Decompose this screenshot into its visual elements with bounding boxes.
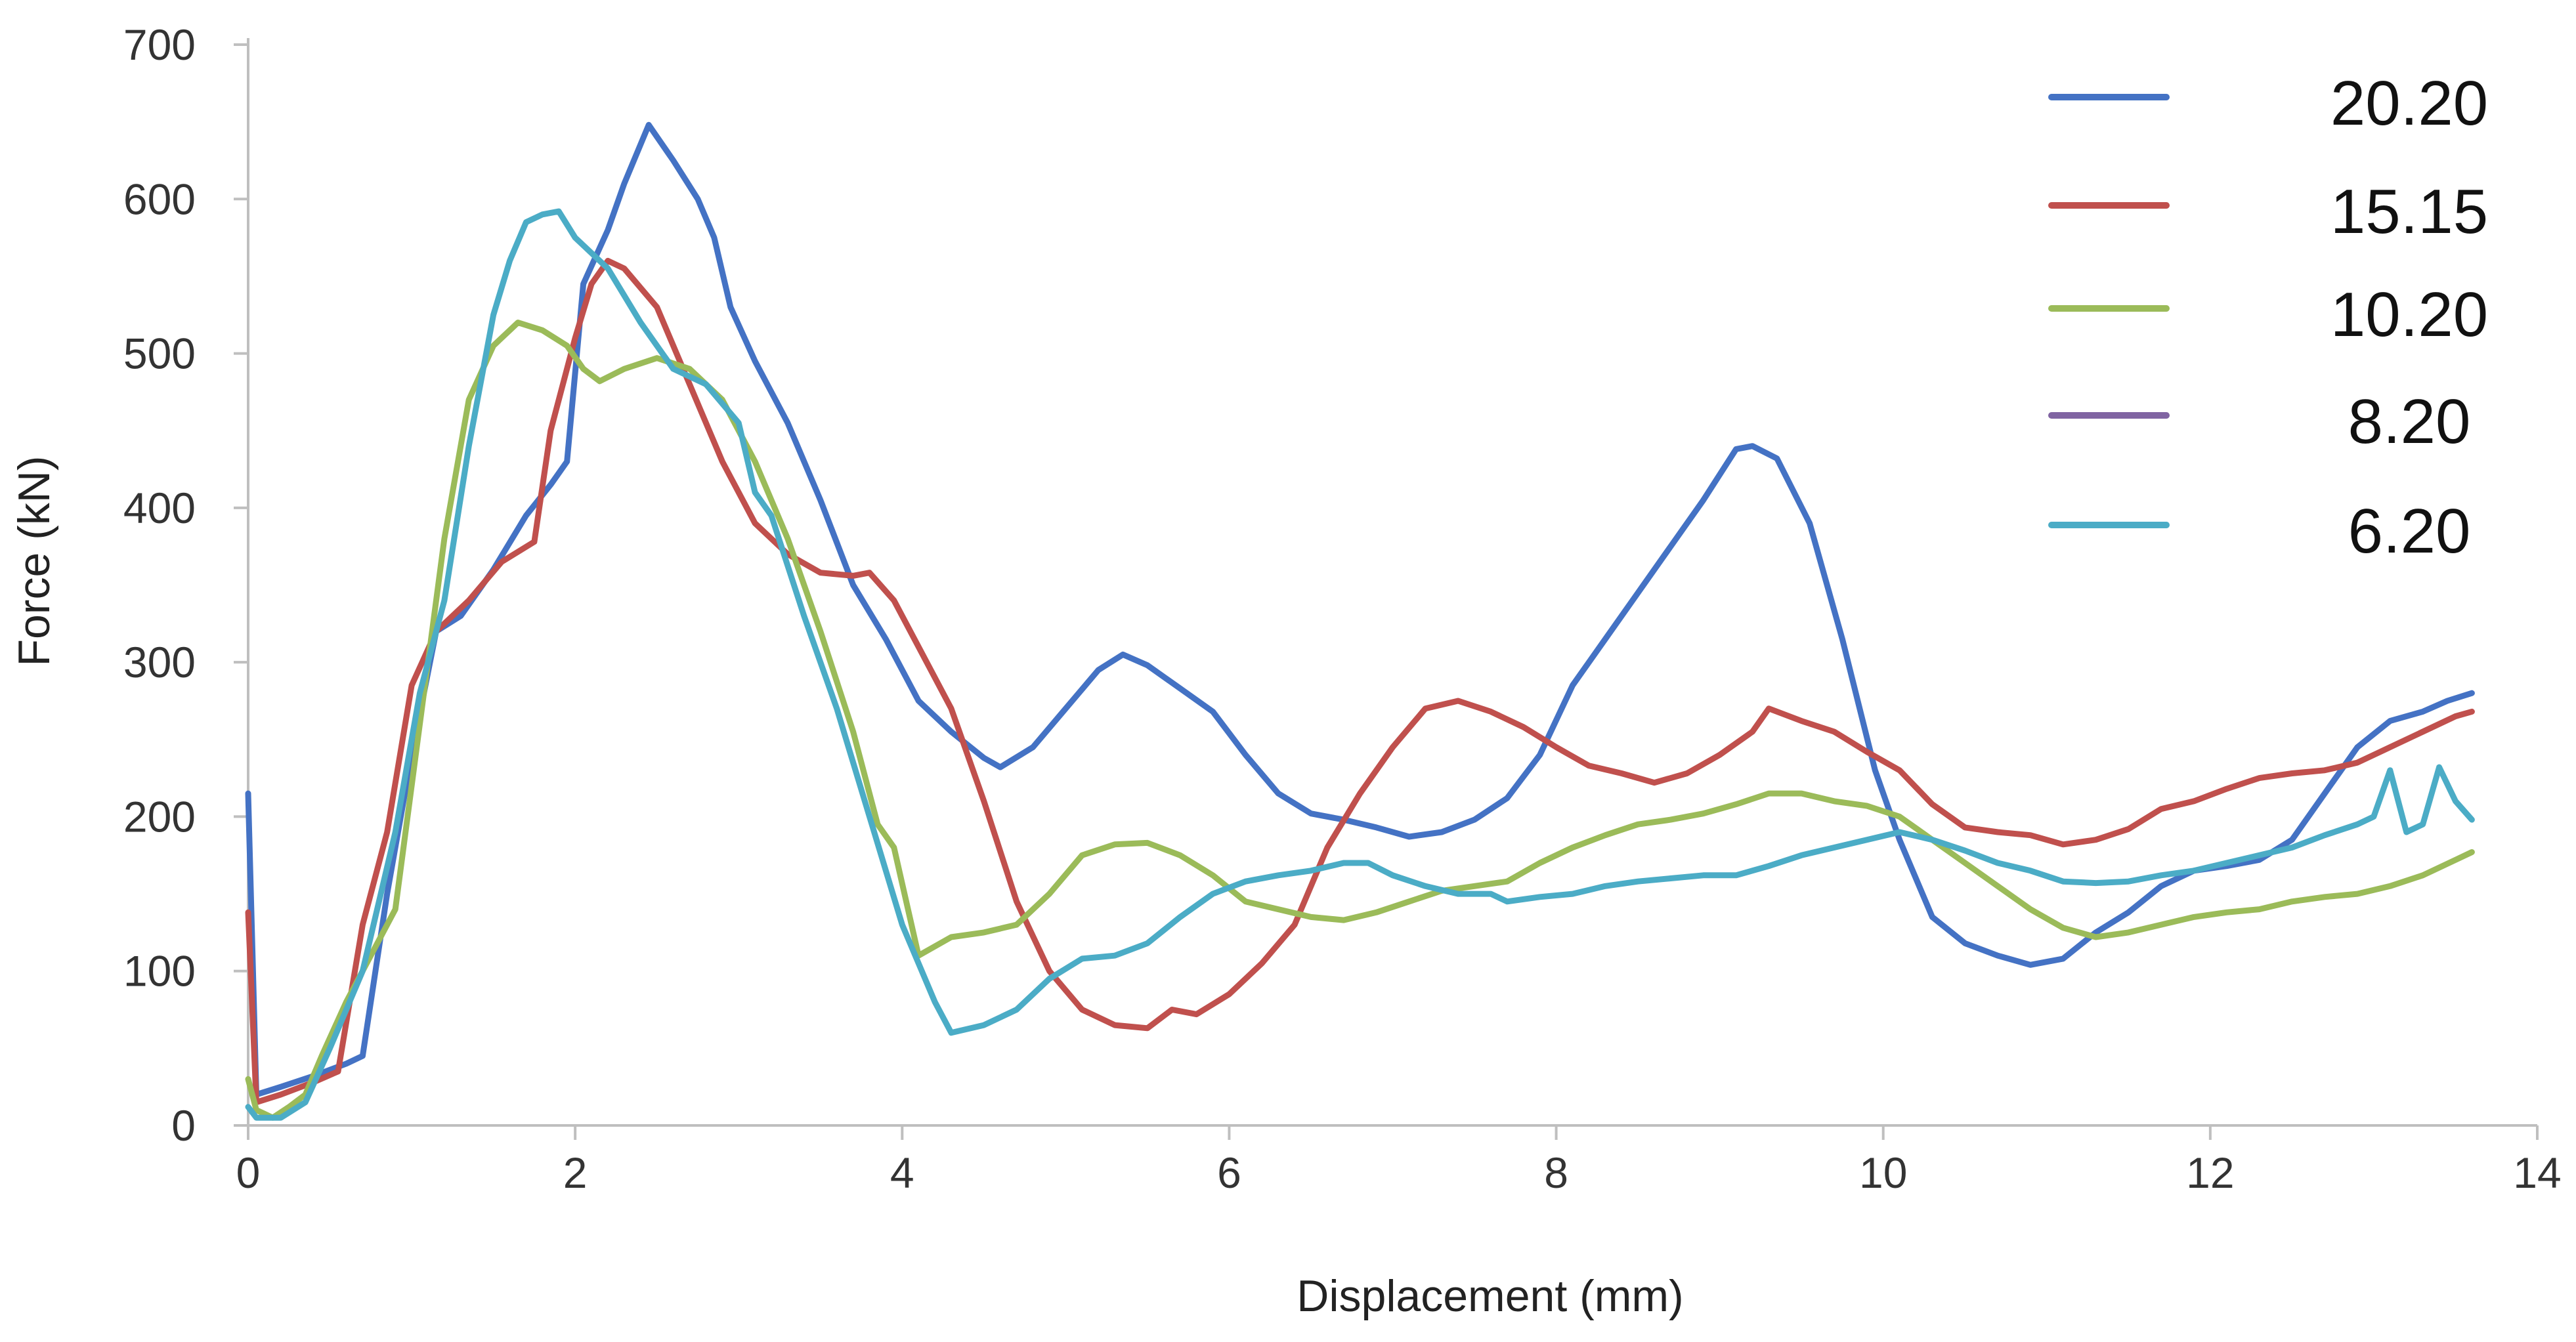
- legend-label: 15.15: [2330, 177, 2488, 247]
- x-tick-label: 14: [2513, 1148, 2561, 1197]
- legend-label: 8.20: [2348, 387, 2471, 457]
- series-line-6-20: [245, 208, 2475, 1121]
- legend-label: 6.20: [2348, 496, 2471, 566]
- y-tick-label: 500: [123, 329, 196, 378]
- series-lines: [245, 121, 2475, 1121]
- x-tick-label: 0: [236, 1148, 261, 1197]
- y-tick-label: 400: [123, 484, 196, 532]
- x-tick-label: 12: [2186, 1148, 2234, 1197]
- x-tick-label: 4: [890, 1148, 914, 1197]
- legend-label: 10.20: [2330, 280, 2488, 350]
- x-tick-label: 10: [1859, 1148, 1907, 1197]
- legend-label: 20.20: [2330, 68, 2488, 138]
- x-tick-label: 8: [1544, 1148, 1568, 1197]
- series-line-15-15: [245, 257, 2475, 1106]
- y-tick-label: 300: [123, 638, 196, 686]
- tick-labels: 0 2 4 6 8 10 12 14 0 100 200 300 400 500 600 700: [123, 20, 2562, 1197]
- y-tick-label: 600: [123, 175, 196, 223]
- y-tick-label: 200: [123, 792, 196, 841]
- y-tick-label: 700: [123, 20, 196, 69]
- y-axis-title: Force (kN): [9, 455, 59, 666]
- x-axis-title: Displacement (mm): [1297, 1271, 1683, 1321]
- axes: [234, 38, 2539, 1140]
- x-tick-label: 6: [1217, 1148, 1241, 1197]
- series-line-20-20: [245, 121, 2475, 1098]
- y-tick-label: 0: [171, 1101, 196, 1150]
- y-tick-label: 100: [123, 947, 196, 996]
- series-line-10-20: [245, 320, 2475, 1121]
- legend: 20.20 15.15 10.20 8.20 6.20: [2048, 68, 2488, 566]
- x-tick-label: 2: [563, 1148, 588, 1197]
